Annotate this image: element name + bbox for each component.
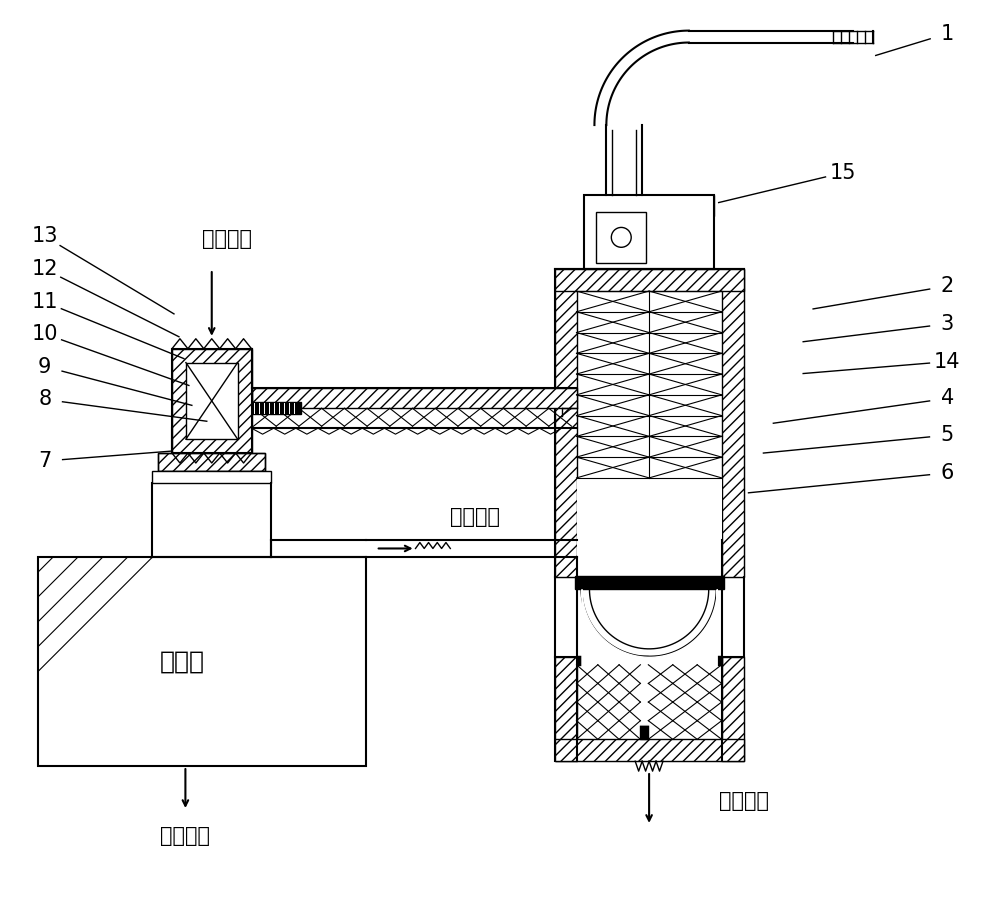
Text: 8: 8	[38, 390, 51, 410]
Bar	[596, 211, 646, 263]
Bar	[186, 363, 238, 439]
Bar	[172, 349, 252, 453]
Bar	[252, 402, 301, 414]
Text: 7: 7	[38, 451, 51, 471]
Bar	[555, 270, 744, 577]
Text: 9: 9	[38, 356, 51, 377]
Bar	[555, 739, 744, 761]
Text: 12: 12	[32, 259, 58, 279]
Bar	[152, 471, 271, 483]
Bar	[555, 657, 744, 761]
Bar	[172, 349, 252, 453]
Text: 冷水出口: 冷水出口	[160, 826, 210, 845]
Bar	[158, 453, 265, 471]
Text: 3: 3	[941, 314, 954, 334]
Bar	[722, 657, 744, 761]
Text: 1: 1	[941, 24, 954, 43]
Bar	[722, 270, 744, 577]
Text: 热水胆: 热水胆	[159, 650, 204, 674]
Text: 5: 5	[941, 426, 954, 445]
Bar	[577, 656, 722, 665]
Bar	[584, 195, 714, 217]
Text: 2: 2	[941, 276, 954, 296]
Bar	[555, 270, 744, 291]
Text: 10: 10	[32, 324, 58, 343]
Text: 14: 14	[934, 352, 961, 372]
Bar	[158, 453, 265, 471]
Text: 15: 15	[830, 162, 856, 183]
Text: 13: 13	[32, 226, 58, 246]
Text: 6: 6	[941, 463, 954, 483]
Bar	[38, 557, 366, 766]
Bar	[575, 576, 724, 589]
Bar	[555, 270, 577, 577]
Text: 热水进口: 热水进口	[450, 507, 500, 527]
Text: 4: 4	[941, 389, 954, 408]
Text: 热水出口: 热水出口	[719, 791, 769, 811]
Text: 冷水进口: 冷水进口	[202, 229, 252, 249]
Bar	[252, 389, 577, 408]
Text: 11: 11	[32, 292, 58, 312]
Bar	[584, 195, 714, 270]
Bar	[555, 657, 577, 761]
Bar	[640, 656, 648, 739]
Circle shape	[611, 227, 631, 247]
Bar	[577, 478, 722, 577]
